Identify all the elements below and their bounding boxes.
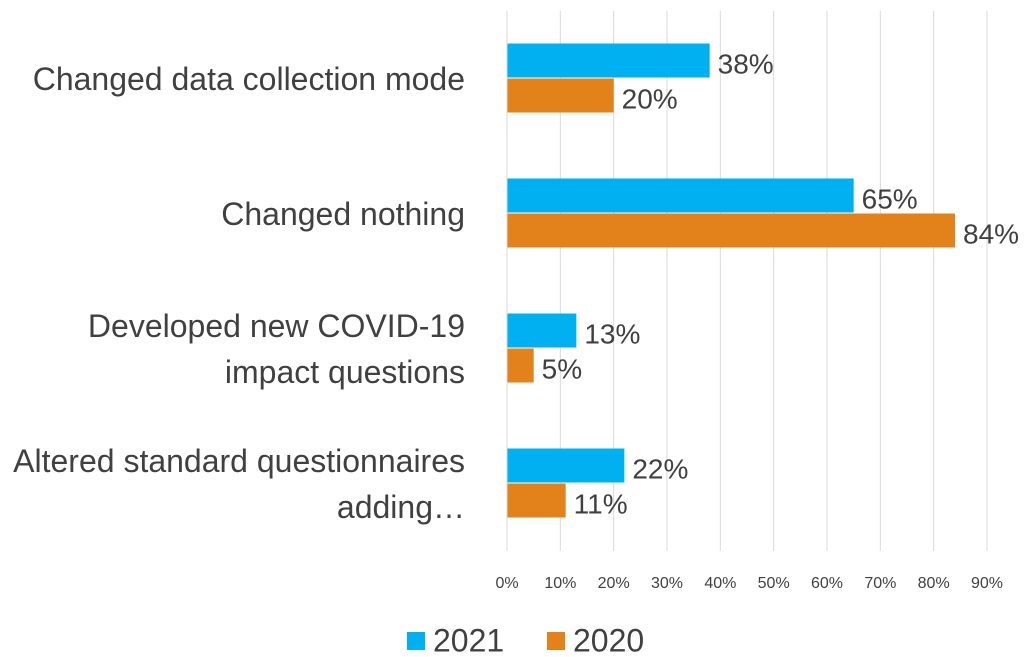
bar [507,213,955,248]
data-label: 65% [862,183,918,214]
bar [507,78,614,113]
x-tick-label: 20% [598,575,630,592]
x-tick-label: 70% [864,575,896,592]
bar [507,43,710,78]
category-label: Developed new COVID-19 impact questions [87,307,465,390]
x-tick-label: 90% [971,575,1003,592]
x-tick-label: 40% [704,575,736,592]
data-label: 5% [542,353,582,384]
bar [507,483,566,518]
legend-swatch [407,632,425,650]
x-tick-label: 0% [495,575,518,592]
data-label: 20% [622,83,678,114]
x-tick-label: 10% [544,575,576,592]
data-label: 11% [574,488,628,519]
x-tick-label: 60% [811,575,843,592]
legend-swatch [547,632,565,650]
bar [507,448,625,483]
x-tick-label: 80% [918,575,950,592]
bar [507,178,854,213]
data-label: 84% [963,218,1019,249]
category-label: Changed data collection mode [32,60,465,97]
data-label: 22% [632,453,688,484]
bar [507,348,534,383]
bar [507,313,577,348]
category-label: Changed nothing [221,195,465,232]
data-label: 13% [584,318,640,349]
x-tick-label: 30% [651,575,683,592]
legend-label: 2021 [433,622,504,657]
x-tick-label: 50% [758,575,790,592]
category-label: Altered standard questionnaires adding… [13,442,465,525]
data-label: 38% [718,48,774,79]
legend-label: 2020 [573,622,644,657]
